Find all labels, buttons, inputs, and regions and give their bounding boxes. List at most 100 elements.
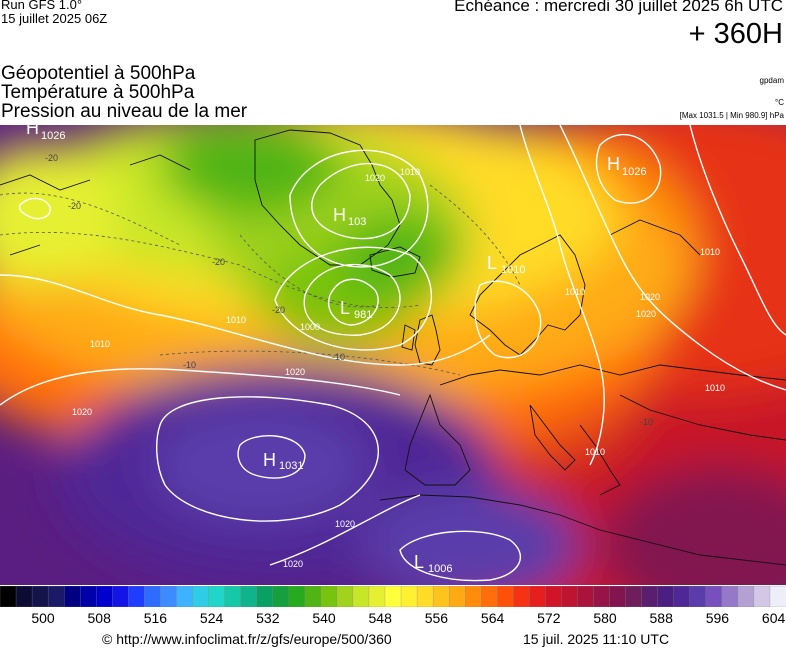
colorbar-swatch bbox=[352, 586, 370, 607]
colorbar-swatch bbox=[288, 586, 306, 607]
parameter-geopotential: Géopotentiel à 500hPa bbox=[1, 63, 196, 84]
colorbar-swatch bbox=[609, 586, 627, 607]
colorbar-tick-label: 548 bbox=[368, 610, 392, 626]
svg-text:1020: 1020 bbox=[283, 559, 303, 569]
pressure-center-6: H bbox=[263, 450, 276, 470]
colorbar-swatch bbox=[657, 586, 675, 607]
colorbar-swatch bbox=[47, 586, 65, 607]
colorbar-swatch bbox=[256, 586, 274, 607]
colorbar-swatch bbox=[64, 586, 81, 607]
svg-text:981: 981 bbox=[354, 309, 372, 321]
svg-text:1020: 1020 bbox=[636, 309, 656, 319]
svg-text:1010: 1010 bbox=[705, 383, 725, 393]
colorbar-tick-label: 564 bbox=[480, 610, 505, 626]
weather-map: H 1026 H 103 L 981 L 1010 H 1026 H 1031 … bbox=[0, 125, 786, 585]
colorbar-swatch bbox=[561, 586, 579, 607]
svg-text:-10: -10 bbox=[640, 417, 653, 427]
pressure-center-3: L bbox=[340, 298, 350, 318]
colorbar-swatch bbox=[432, 586, 450, 607]
colorbar-tick-label: 540 bbox=[312, 610, 336, 626]
svg-text:1010: 1010 bbox=[565, 287, 585, 297]
colorbar-swatch bbox=[641, 586, 659, 607]
isobar-labels: 1020 1010 1010 1010 1020 1000 1010 1020 … bbox=[72, 167, 725, 569]
svg-text:1020: 1020 bbox=[640, 292, 660, 302]
run-date: 15 juillet 2025 06Z bbox=[1, 11, 108, 26]
colorbar-swatch bbox=[497, 586, 514, 607]
colorbar-swatch bbox=[400, 586, 418, 607]
generation-timestamp: 15 juil. 2025 11:10 UTC bbox=[523, 631, 670, 647]
pressure-centers: H 1026 H 103 L 981 L 1010 H 1026 H 1031 … bbox=[26, 125, 646, 575]
parameter-pressure: Pression au niveau de la mer bbox=[1, 101, 248, 122]
svg-text:1010: 1010 bbox=[585, 447, 605, 457]
svg-text:1010: 1010 bbox=[700, 247, 720, 257]
geopotential-field bbox=[0, 125, 786, 585]
colorbar-tick-label: 532 bbox=[256, 610, 280, 626]
colorbar-swatch bbox=[160, 586, 178, 607]
colorbar-swatch bbox=[128, 586, 146, 607]
colorbar-swatch bbox=[753, 586, 771, 607]
unit-temperature: °C bbox=[775, 98, 784, 107]
svg-text:1031: 1031 bbox=[279, 460, 303, 472]
svg-text:1010: 1010 bbox=[90, 339, 110, 349]
isobars bbox=[0, 125, 786, 582]
colorbar-swatch bbox=[368, 586, 386, 607]
svg-text:1006: 1006 bbox=[428, 563, 452, 575]
pressure-center-4: L bbox=[487, 253, 497, 273]
colorbar-swatch bbox=[384, 586, 402, 607]
colorbar-swatch bbox=[689, 586, 707, 607]
svg-text:1010: 1010 bbox=[226, 315, 246, 325]
coastlines bbox=[0, 129, 786, 566]
svg-text:-10: -10 bbox=[332, 352, 345, 362]
svg-text:1010: 1010 bbox=[501, 264, 525, 276]
colorbar-swatch bbox=[112, 586, 129, 607]
colorbar-swatch bbox=[737, 586, 755, 607]
colorbar-swatch bbox=[448, 586, 466, 607]
pressure-center-2: H bbox=[333, 205, 346, 225]
unit-geopotential: gpdam bbox=[759, 76, 784, 85]
colorbar-swatch bbox=[208, 586, 226, 607]
svg-text:1020: 1020 bbox=[285, 367, 305, 377]
colorbar-swatch bbox=[465, 586, 482, 607]
colorbar-swatch bbox=[577, 586, 595, 607]
pressure-range: [Max 1031.5 | Min 980.9] hPa bbox=[679, 111, 784, 120]
forecast-lead-time: + 360H bbox=[688, 18, 783, 50]
colorbar-swatch bbox=[529, 586, 547, 607]
svg-text:1026: 1026 bbox=[622, 166, 646, 178]
colorbar-swatch bbox=[593, 586, 611, 607]
svg-text:-20: -20 bbox=[272, 305, 285, 315]
colorbar-swatch bbox=[336, 586, 354, 607]
pressure-center-1: H bbox=[26, 125, 39, 138]
colorbar-tick-label: 572 bbox=[537, 610, 561, 626]
colorbar-swatch bbox=[31, 586, 49, 607]
svg-text:1010: 1010 bbox=[400, 167, 420, 177]
colorbar-tick-label: 556 bbox=[424, 610, 449, 626]
svg-text:103: 103 bbox=[348, 216, 366, 228]
run-label: Run GFS 1.0° bbox=[1, 0, 83, 12]
colorbar-swatch bbox=[513, 586, 530, 607]
colorbar-swatch bbox=[769, 586, 786, 607]
colorbar bbox=[0, 586, 786, 607]
colorbar-tick-label: 588 bbox=[649, 610, 673, 626]
colorbar-swatch bbox=[705, 586, 723, 607]
colorbar-swatch bbox=[192, 586, 210, 607]
temperature-labels: -20 -20 -20 -20 -10 -10 -10 bbox=[45, 153, 653, 427]
svg-text:1026: 1026 bbox=[41, 130, 65, 142]
pressure-center-7: L bbox=[414, 552, 424, 572]
source-url: © http://www.infoclimat.fr/z/gfs/europe/… bbox=[102, 631, 392, 647]
colorbar-tick-label: 596 bbox=[705, 610, 730, 626]
forecast-valid-time: Echéance : mercredi 30 juillet 2025 6h U… bbox=[454, 0, 783, 15]
svg-text:-20: -20 bbox=[212, 257, 225, 267]
colorbar-swatch bbox=[721, 586, 739, 607]
svg-text:-20: -20 bbox=[45, 153, 58, 163]
svg-text:1020: 1020 bbox=[72, 407, 92, 417]
temperature-isotherms bbox=[0, 184, 521, 376]
colorbar-tick-label: 516 bbox=[143, 610, 168, 626]
svg-text:1020: 1020 bbox=[365, 173, 385, 183]
colorbar-tick-label: 580 bbox=[593, 610, 617, 626]
colorbar-swatch bbox=[96, 586, 113, 607]
svg-text:-10: -10 bbox=[183, 360, 196, 370]
parameter-temperature: Température à 500hPa bbox=[1, 82, 195, 103]
colorbar-swatch bbox=[545, 586, 563, 607]
pressure-center-5: H bbox=[607, 154, 620, 174]
colorbar-swatch bbox=[625, 586, 643, 607]
